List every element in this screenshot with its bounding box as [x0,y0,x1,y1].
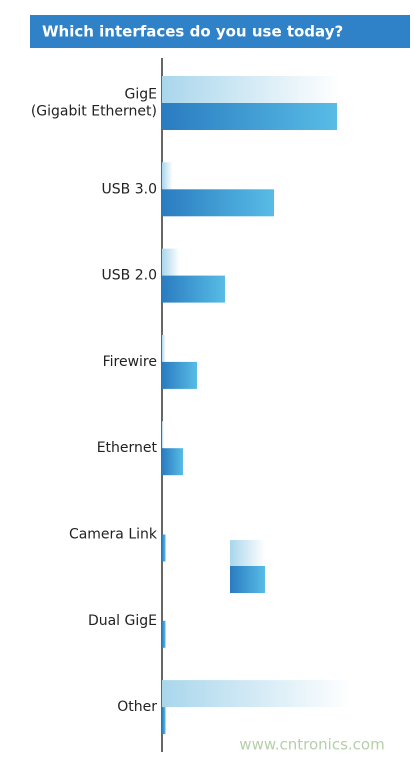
bar [162,448,183,476]
bar [162,620,166,648]
bar [162,248,180,276]
bar [162,334,166,362]
bar [162,707,166,735]
bar [162,162,173,190]
bar [162,421,164,449]
category-label: Dual GigE [88,613,157,629]
category-label: USB 2.0 [102,268,157,284]
legend-swatch [230,540,265,566]
bar [162,103,337,130]
bar [162,534,166,562]
bar [162,275,225,303]
category-label: Ethernet [97,440,158,456]
title-bar [30,15,410,48]
chart-title: Which interfaces do you use today? [42,23,343,41]
bar [162,680,351,708]
legend-swatch [230,566,265,593]
bar [162,189,274,217]
category-label: GigE (Gigabit Ethernet) [31,87,157,120]
bar [162,76,341,103]
category-label: Other [117,699,157,715]
category-label: Camera Link [69,527,158,543]
bar [162,361,197,389]
category-label: USB 3.0 [102,181,157,197]
category-label: Firewire [103,354,157,370]
watermark: www.cntronics.com [239,736,384,754]
